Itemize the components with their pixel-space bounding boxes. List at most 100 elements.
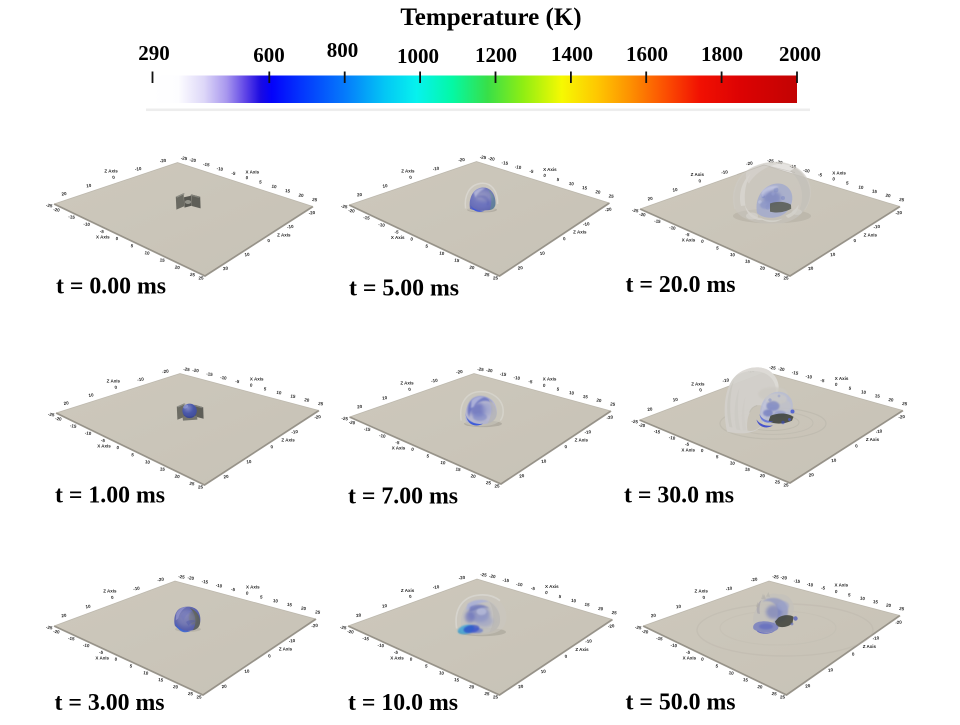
svg-text:10: 10 — [276, 390, 282, 396]
svg-text:290: 290 — [138, 41, 170, 65]
svg-text:-15: -15 — [654, 218, 662, 224]
svg-text:-15: -15 — [201, 579, 209, 585]
svg-text:Z Axis: Z Axis — [279, 647, 293, 652]
svg-text:X Axis: X Axis — [246, 585, 260, 590]
svg-text:25: 25 — [783, 276, 789, 281]
svg-text:-20: -20 — [308, 210, 316, 216]
svg-text:20: 20 — [301, 606, 307, 612]
svg-text:-15: -15 — [653, 429, 661, 435]
svg-text:1200: 1200 — [475, 43, 517, 67]
svg-text:-15: -15 — [501, 160, 509, 166]
svg-text:-25: -25 — [767, 158, 775, 164]
svg-text:10: 10 — [145, 459, 151, 465]
svg-text:15: 15 — [582, 185, 588, 191]
svg-text:-10: -10 — [669, 225, 677, 231]
svg-text:20: 20 — [173, 684, 179, 690]
svg-text:15: 15 — [159, 466, 165, 472]
svg-text:-25: -25 — [341, 416, 349, 422]
svg-text:-10: -10 — [806, 582, 814, 588]
svg-text:0: 0 — [543, 173, 547, 178]
svg-text:20: 20 — [519, 473, 525, 479]
svg-text:-10: -10 — [516, 581, 524, 587]
svg-text:10: 10 — [88, 392, 94, 398]
svg-text:-20: -20 — [189, 157, 197, 163]
svg-text:-25: -25 — [635, 625, 643, 631]
svg-text:-20: -20 — [187, 575, 195, 581]
svg-text:20: 20 — [174, 265, 180, 271]
svg-text:-20: -20 — [55, 416, 63, 422]
svg-text:10: 10 — [273, 598, 279, 604]
svg-text:10: 10 — [831, 458, 837, 464]
svg-text:-5: -5 — [685, 441, 690, 447]
svg-text:-20: -20 — [347, 629, 355, 635]
svg-text:0: 0 — [115, 236, 119, 241]
svg-text:-25: -25 — [48, 412, 56, 418]
svg-text:0: 0 — [852, 651, 856, 656]
svg-text:-5: -5 — [395, 440, 400, 446]
svg-text:-10: -10 — [721, 169, 729, 175]
svg-text:Z Axis: Z Axis — [401, 168, 415, 173]
svg-text:Z Axis: Z Axis — [695, 589, 709, 594]
svg-text:0: 0 — [853, 238, 857, 243]
svg-text:-10: -10 — [805, 374, 813, 380]
svg-text:t = 0.00 ms: t = 0.00 ms — [56, 274, 166, 300]
svg-text:10: 10 — [728, 670, 734, 676]
svg-text:-5: -5 — [394, 650, 399, 656]
svg-text:25: 25 — [486, 480, 492, 486]
svg-text:-20: -20 — [642, 629, 650, 635]
svg-text:-10: -10 — [432, 166, 440, 172]
svg-text:25: 25 — [493, 276, 499, 281]
svg-text:-25: -25 — [480, 572, 488, 578]
svg-text:X Axis: X Axis — [95, 655, 109, 660]
svg-text:25: 25 — [198, 485, 204, 490]
svg-text:-15: -15 — [70, 423, 78, 429]
svg-text:-20: -20 — [638, 422, 646, 428]
svg-text:0: 0 — [114, 385, 118, 390]
svg-text:10: 10 — [861, 389, 867, 395]
svg-text:-15: -15 — [656, 636, 664, 642]
svg-text:-25: -25 — [180, 155, 188, 161]
svg-text:600: 600 — [253, 43, 285, 67]
svg-text:X Axis: X Axis — [543, 377, 557, 382]
svg-text:-25: -25 — [479, 154, 487, 160]
svg-text:-5: -5 — [101, 438, 106, 444]
svg-text:-25: -25 — [340, 625, 348, 631]
svg-text:-25: -25 — [769, 365, 777, 371]
svg-text:0: 0 — [270, 444, 274, 449]
svg-text:-20: -20 — [605, 207, 613, 213]
svg-text:25: 25 — [899, 197, 905, 203]
svg-text:1000: 1000 — [397, 44, 439, 68]
svg-text:0: 0 — [545, 590, 549, 595]
svg-text:5: 5 — [556, 177, 560, 182]
svg-text:25: 25 — [902, 401, 908, 407]
svg-text:-10: -10 — [803, 168, 811, 174]
svg-text:0: 0 — [410, 236, 414, 241]
svg-text:25: 25 — [783, 483, 789, 488]
svg-text:X Axis: X Axis — [543, 167, 557, 172]
svg-text:15: 15 — [582, 394, 588, 400]
svg-text:5: 5 — [846, 180, 850, 185]
svg-text:X Axis: X Axis — [832, 170, 846, 175]
svg-text:20: 20 — [808, 472, 814, 478]
svg-text:5: 5 — [556, 387, 560, 392]
svg-text:-10: -10 — [873, 224, 881, 230]
svg-text:20: 20 — [357, 192, 363, 198]
svg-text:5: 5 — [264, 386, 268, 391]
svg-text:0: 0 — [563, 236, 567, 241]
svg-text:-10: -10 — [669, 435, 677, 441]
svg-text:0: 0 — [855, 443, 859, 448]
svg-text:-20: -20 — [606, 414, 614, 420]
svg-text:15: 15 — [158, 677, 164, 683]
svg-text:0: 0 — [409, 594, 413, 599]
svg-text:25: 25 — [315, 609, 321, 615]
svg-text:20: 20 — [886, 602, 892, 608]
svg-text:25: 25 — [189, 481, 195, 487]
svg-text:-10: -10 — [83, 642, 91, 648]
svg-text:20: 20 — [596, 398, 602, 404]
svg-text:15: 15 — [745, 259, 751, 265]
svg-text:10: 10 — [569, 390, 575, 396]
svg-text:25: 25 — [494, 484, 500, 489]
svg-text:0: 0 — [564, 444, 568, 449]
svg-text:10: 10 — [382, 395, 388, 401]
svg-text:-15: -15 — [203, 162, 211, 168]
